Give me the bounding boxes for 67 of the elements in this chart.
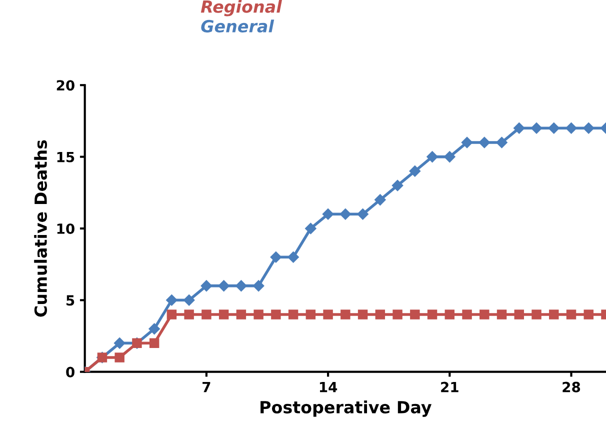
point bbox=[357, 208, 368, 220]
point bbox=[461, 136, 473, 148]
point bbox=[114, 352, 124, 362]
point bbox=[323, 310, 333, 320]
y-tick-label: 20 bbox=[56, 80, 74, 91]
point bbox=[496, 136, 508, 148]
point bbox=[583, 122, 594, 134]
point bbox=[444, 151, 456, 162]
point bbox=[548, 122, 560, 134]
point bbox=[254, 310, 264, 320]
x-axis-title: Postoperative Day bbox=[260, 400, 432, 417]
point bbox=[340, 310, 350, 320]
point bbox=[305, 222, 316, 234]
x-tick-label: 7 bbox=[202, 382, 210, 392]
y-axis-title: Cumulative Deaths bbox=[34, 140, 48, 317]
point bbox=[549, 310, 559, 320]
point bbox=[392, 180, 404, 192]
point bbox=[288, 310, 298, 320]
point bbox=[514, 310, 524, 320]
point bbox=[218, 280, 230, 292]
point bbox=[409, 166, 421, 177]
point bbox=[184, 310, 194, 320]
text: Regional bbox=[200, 0, 282, 16]
point bbox=[114, 338, 126, 349]
point bbox=[166, 294, 178, 306]
point bbox=[252, 280, 264, 292]
x-tick-label: 14 bbox=[320, 382, 338, 392]
point bbox=[374, 194, 386, 206]
point bbox=[480, 310, 490, 320]
point bbox=[148, 323, 160, 334]
point bbox=[202, 310, 212, 320]
point bbox=[410, 310, 420, 320]
point bbox=[392, 310, 402, 320]
point bbox=[288, 252, 299, 263]
point bbox=[530, 122, 542, 134]
point bbox=[306, 310, 316, 320]
point bbox=[340, 208, 352, 220]
point bbox=[566, 122, 577, 134]
point bbox=[218, 310, 229, 320]
point bbox=[566, 310, 576, 320]
point bbox=[236, 310, 246, 320]
point bbox=[166, 310, 177, 320]
point bbox=[322, 208, 334, 220]
point bbox=[375, 310, 386, 320]
point bbox=[514, 122, 525, 134]
y-tick-label: 15 bbox=[57, 152, 74, 162]
point bbox=[496, 310, 507, 320]
point bbox=[427, 310, 438, 320]
point bbox=[183, 294, 195, 306]
point bbox=[200, 280, 212, 292]
point bbox=[532, 310, 542, 320]
point bbox=[462, 310, 472, 320]
text: General bbox=[201, 20, 274, 32]
y-tick-label: 10 bbox=[57, 223, 74, 234]
y-tick-label: 5 bbox=[66, 295, 74, 306]
point bbox=[426, 151, 438, 162]
x-tick-label: 21 bbox=[441, 382, 458, 392]
point bbox=[270, 252, 282, 263]
y-tick-label: 0 bbox=[66, 366, 74, 378]
point bbox=[149, 338, 160, 348]
point bbox=[358, 310, 368, 320]
point bbox=[271, 310, 281, 320]
x-tick-label: 28 bbox=[562, 382, 580, 392]
point bbox=[236, 280, 247, 292]
point bbox=[444, 310, 455, 320]
point bbox=[478, 136, 490, 148]
point bbox=[584, 310, 594, 320]
